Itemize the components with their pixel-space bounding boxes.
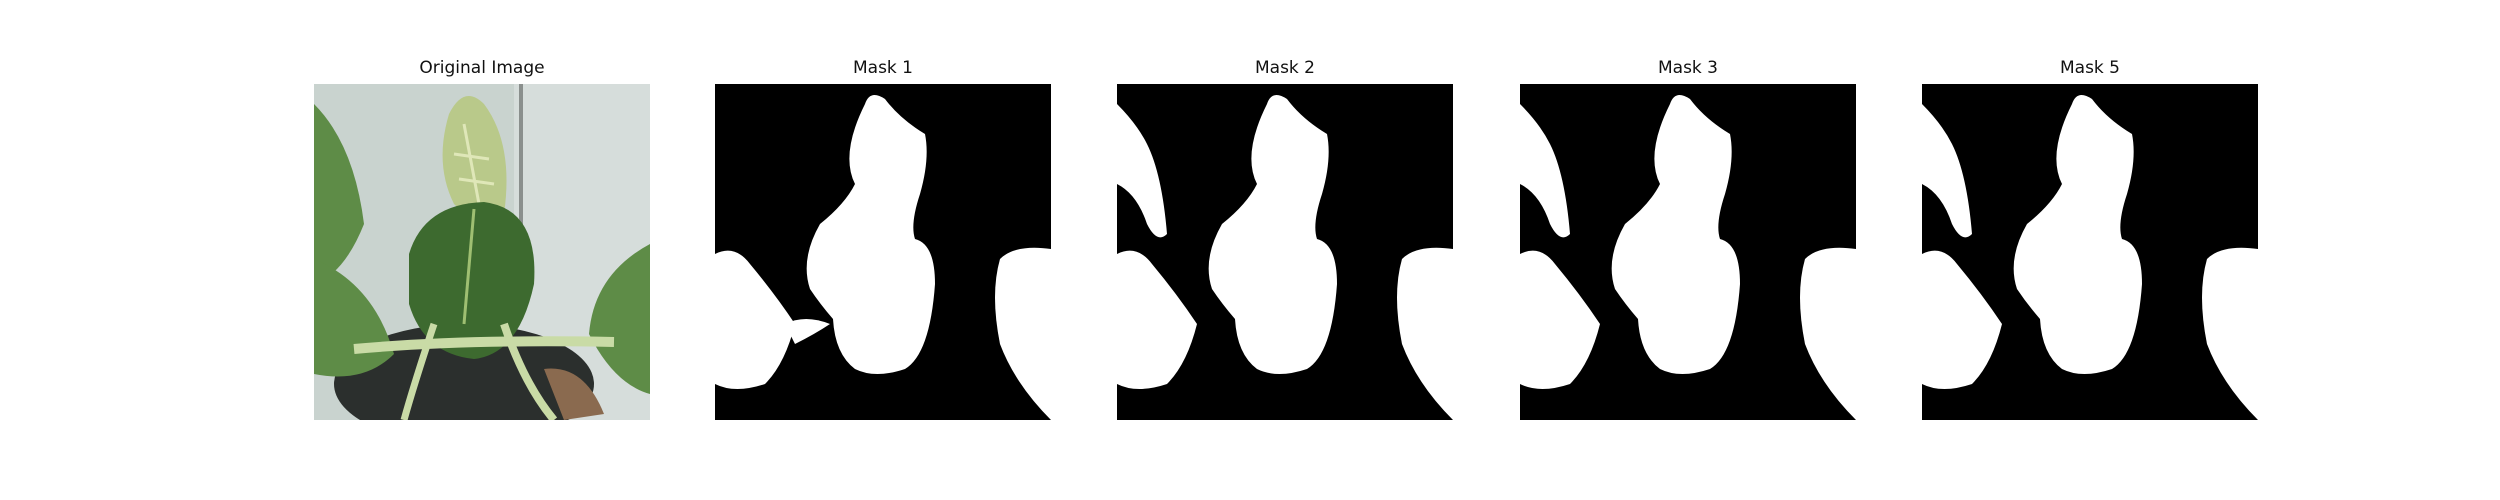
panel-title: Mask 2 (1254, 58, 1315, 78)
mask-5-image (1922, 84, 2258, 420)
mask-2-image (1117, 84, 1453, 420)
panel-title: Original Image (419, 58, 545, 78)
mask-1-image (715, 84, 1051, 420)
mask-3-image (1520, 84, 1856, 420)
panel-title: Mask 3 (1657, 58, 1718, 78)
original-plant-photo (314, 84, 650, 420)
panel-title: Mask 1 (852, 58, 913, 78)
panel-title: Mask 5 (2059, 58, 2120, 78)
